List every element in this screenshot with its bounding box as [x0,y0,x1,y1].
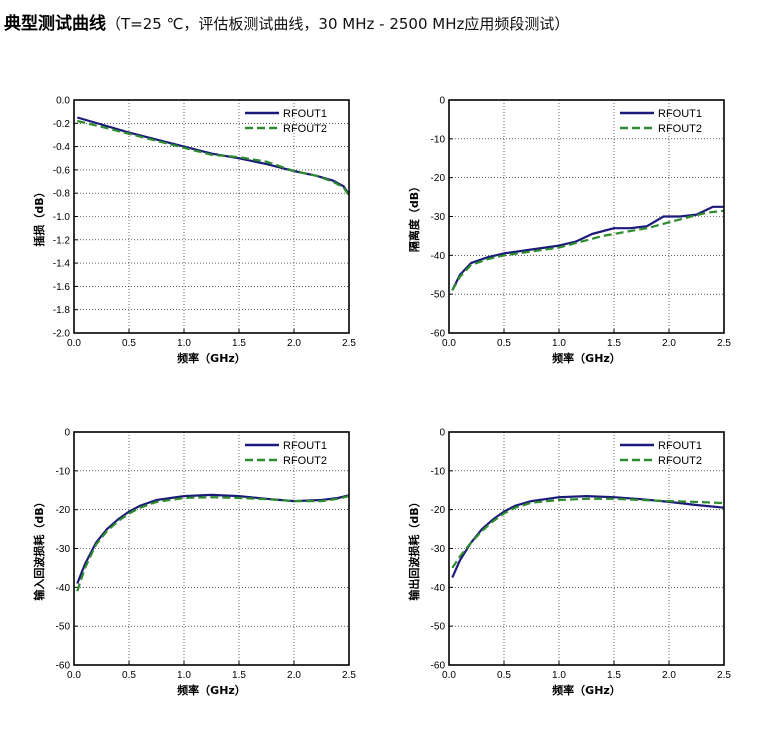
legend-label-rfout2: RFOUT2 [658,123,702,135]
y-tick-label: -50 [431,622,446,633]
x-tick-label: 1.5 [232,670,246,681]
x-tick-label: 0.5 [122,670,136,681]
y-tick-label: -20 [56,505,71,516]
x-tick-label: 1.0 [177,338,191,349]
x-tick-label: 2.0 [662,670,676,681]
y-tick-label: -1.0 [53,212,71,223]
x-tick-label: 2.5 [717,338,731,349]
y-tick-label: -30 [431,544,446,555]
legend-label-rfout2: RFOUT2 [283,123,327,135]
page-title-subtitle: （T=25 ℃，评估板测试曲线，30 MHz - 2500 MHz应用频段测试） [106,15,570,33]
insertion-loss-chart: 0.0 0.5 1.0 1.5 2.0 2.5 0.0 -0.2 -0.4 -0.6 -0.8 -1.… [32,96,356,366]
y-tick-label: -2.0 [53,329,71,340]
y-axis-label: 插损（dB） [32,186,46,246]
plot-frame [73,99,350,334]
y-tick-label: -1.8 [53,305,71,316]
x-tick-label: 2.5 [342,670,356,681]
plot-frame [448,99,725,334]
y-axis-label: 输入回波损耗（dB） [32,496,46,600]
x-tick-label: 1.5 [607,338,621,349]
x-tick-label: 2.0 [287,670,301,681]
x-axis-label: 频率（GHz） [177,683,246,697]
y-tick-label: -10 [431,466,446,477]
y-tick-label: 0 [64,428,70,439]
y-tick-label: -40 [431,251,446,262]
y-tick-label: -60 [56,661,71,672]
y-tick-label: -1.6 [53,282,71,293]
x-tick-label: 0.5 [497,338,511,349]
series-line-rfout2 [451,209,725,291]
x-tick-label: 0.5 [497,670,511,681]
y-axis-label: 隔离度（dB） [407,181,421,252]
y-tick-label: -20 [431,173,446,184]
y-tick-label: -1.4 [53,259,71,270]
legend-label-rfout2: RFOUT2 [283,455,327,467]
x-tick-label: 1.5 [607,670,621,681]
series-line-rfout1 [451,495,725,579]
y-tick-label: -50 [56,622,71,633]
legend-label-rfout1: RFOUT1 [283,108,327,120]
y-tick-label: -20 [431,505,446,516]
x-axis-label: 频率（GHz） [177,351,246,365]
input-return-loss-chart: 0.0 0.5 1.0 1.5 2.0 2.5 0 -10 -20 -30 -40 -50 -60 频率（… [32,428,356,698]
y-tick-label: -0.2 [53,119,71,130]
y-tick-label: -60 [431,329,446,340]
series-line-rfout1 [76,493,350,584]
x-tick-label: 0.5 [122,338,136,349]
page-title-main: 典型测试曲线 [4,14,106,34]
series-line-rfout2 [76,495,350,592]
y-tick-label: -40 [431,583,446,594]
y-axis-label: 输出回波损耗（dB） [407,496,421,600]
x-tick-label: 0.0 [67,670,81,681]
y-tick-label: -0.4 [53,142,71,153]
plot-frame [73,431,350,666]
x-tick-label: 0.0 [442,670,456,681]
y-tick-label: -0.8 [53,189,71,200]
x-tick-label: 0.0 [442,338,456,349]
x-tick-label: 0.0 [67,338,81,349]
page-title: 典型测试曲线（T=25 ℃，评估板测试曲线，30 MHz - 2500 MHz应… [4,9,569,34]
x-tick-label: 1.5 [232,338,246,349]
y-tick-label: -50 [431,290,446,301]
legend-label-rfout1: RFOUT1 [283,440,327,452]
x-axis-label: 频率（GHz） [552,351,621,365]
x-tick-label: 1.0 [177,670,191,681]
series-line-rfout1 [451,205,724,291]
y-tick-label: -30 [56,544,71,555]
y-tick-label: 0 [439,428,445,439]
plot-frame [448,431,725,666]
legend-label-rfout1: RFOUT1 [658,440,702,452]
y-tick-label: -10 [56,466,71,477]
x-tick-label: 1.0 [552,338,566,349]
y-tick-label: -0.6 [53,165,71,176]
legend-label-rfout2: RFOUT2 [658,455,702,467]
isolation-chart: 0.0 0.5 1.0 1.5 2.0 2.5 0 -10 -20 -30 -40 -50 -60 频率（… [407,96,731,366]
y-tick-label: 0 [439,96,445,107]
legend-label-rfout1: RFOUT1 [658,108,702,120]
x-tick-label: 2.0 [662,338,676,349]
series-line-rfout2 [451,497,725,569]
x-tick-label: 2.5 [342,338,356,349]
series-line-rfout2 [77,119,350,197]
y-tick-label: -30 [431,212,446,223]
y-tick-label: 0.0 [56,96,70,107]
series-line-rfout1 [76,116,350,196]
y-tick-label: -1.2 [53,235,71,246]
x-tick-label: 1.0 [552,670,566,681]
y-tick-label: -40 [56,583,71,594]
x-axis-label: 频率（GHz） [552,683,621,697]
output-return-loss-chart: 0.0 0.5 1.0 1.5 2.0 2.5 0 -10 -20 -30 -40 -50 -60 频率（… [407,428,731,698]
y-tick-label: -10 [431,134,446,145]
x-tick-label: 2.0 [287,338,301,349]
x-tick-label: 2.5 [717,670,731,681]
y-tick-label: -60 [431,661,446,672]
